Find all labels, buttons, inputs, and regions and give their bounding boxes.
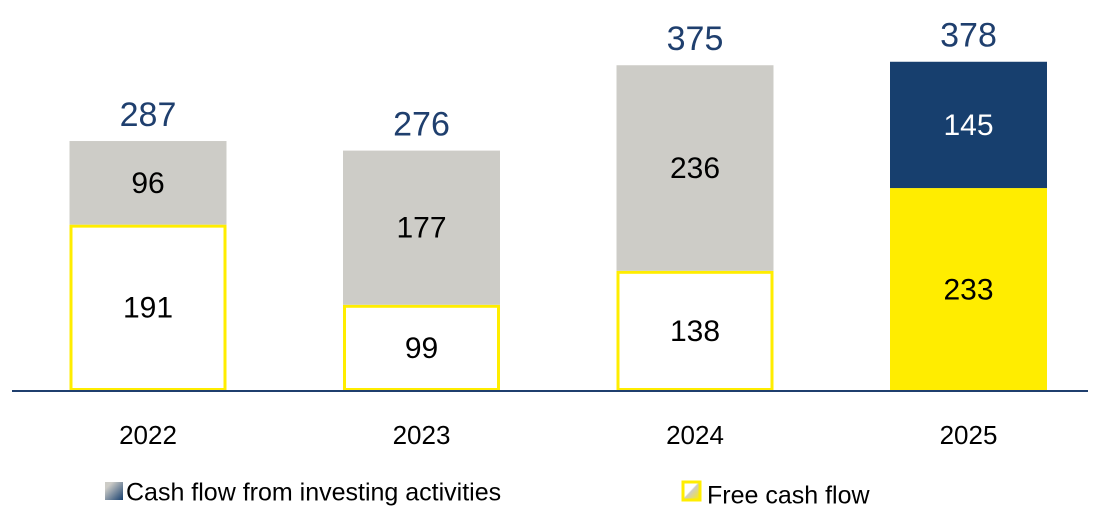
legend-icon	[105, 482, 123, 500]
bar-segment	[69, 141, 227, 225]
legend-label: Cash flow from investing activities	[126, 479, 501, 507]
total-label: 378	[940, 17, 997, 55]
bar-segment	[890, 61, 1047, 189]
total-label: 276	[393, 106, 450, 144]
bar-segment	[616, 65, 774, 271]
bar-segment	[343, 304, 500, 391]
bar-segment	[890, 188, 1047, 391]
segment-label: 99	[405, 332, 438, 365]
bar-segment	[69, 224, 227, 391]
bar-segment	[616, 270, 774, 391]
segment-label: 191	[123, 292, 173, 325]
x-tick-label: 2025	[940, 420, 998, 450]
x-tick-label: 2022	[119, 420, 177, 450]
bar-segment	[343, 150, 500, 305]
segment-label: 236	[670, 152, 720, 185]
total-label: 287	[120, 96, 177, 134]
x-tick-label: 2023	[393, 420, 451, 450]
segment-label: 96	[131, 167, 164, 200]
legend-label: Free cash flow	[707, 482, 871, 510]
segment-label: 177	[396, 212, 446, 245]
segment-label: 233	[943, 273, 993, 306]
segment-label: 145	[943, 109, 993, 142]
segment-label: 138	[670, 315, 720, 348]
x-tick-label: 2024	[666, 420, 724, 450]
legend-icon	[681, 480, 702, 502]
total-label: 375	[667, 20, 724, 58]
